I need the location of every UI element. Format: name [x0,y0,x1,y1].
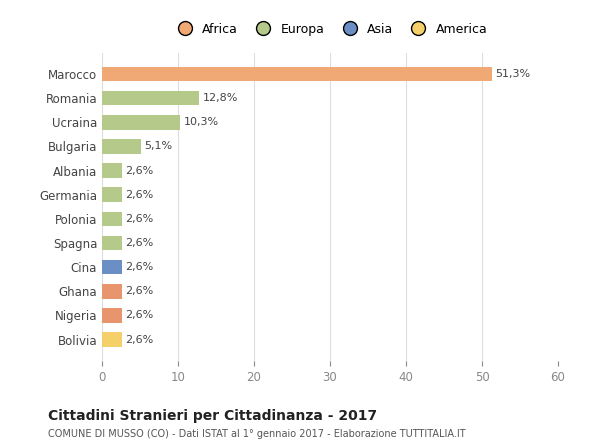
Text: 2,6%: 2,6% [125,190,154,200]
Text: 2,6%: 2,6% [125,286,154,296]
Bar [102,115,180,129]
Text: 2,6%: 2,6% [125,334,154,345]
Bar [102,139,141,154]
Text: 2,6%: 2,6% [125,311,154,320]
Bar [102,91,199,106]
Bar [102,308,122,323]
Bar [102,284,122,298]
Text: 2,6%: 2,6% [125,165,154,176]
Bar [102,260,122,275]
Bar [102,67,492,81]
Bar [102,163,122,178]
Text: 2,6%: 2,6% [125,262,154,272]
Bar [102,332,122,347]
Text: COMUNE DI MUSSO (CO) - Dati ISTAT al 1° gennaio 2017 - Elaborazione TUTTITALIA.I: COMUNE DI MUSSO (CO) - Dati ISTAT al 1° … [48,429,466,439]
Bar [102,236,122,250]
Text: 2,6%: 2,6% [125,238,154,248]
Text: 5,1%: 5,1% [145,141,173,151]
Text: 2,6%: 2,6% [125,214,154,224]
Text: Cittadini Stranieri per Cittadinanza - 2017: Cittadini Stranieri per Cittadinanza - 2… [48,409,377,423]
Text: 10,3%: 10,3% [184,117,219,127]
Bar [102,212,122,226]
Bar [102,187,122,202]
Text: 12,8%: 12,8% [203,93,238,103]
Legend: Africa, Europa, Asia, America: Africa, Europa, Asia, America [169,19,491,40]
Text: 51,3%: 51,3% [496,69,531,79]
